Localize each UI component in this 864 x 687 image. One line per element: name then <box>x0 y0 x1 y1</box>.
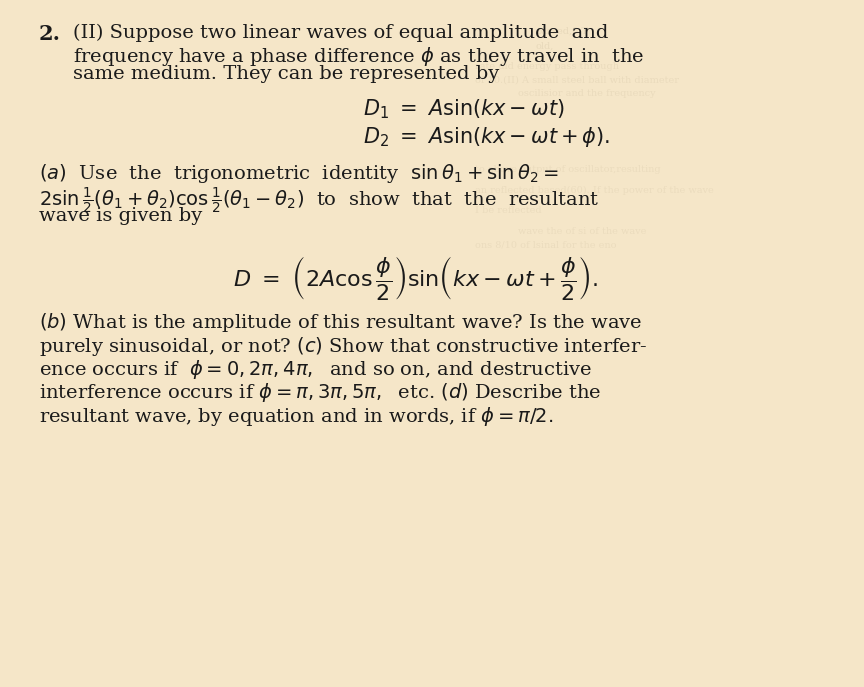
Text: 2.: 2. <box>39 24 60 44</box>
Text: $D_1 \ = \ A\sin(kx - \omega t)$: $D_1 \ = \ A\sin(kx - \omega t)$ <box>363 98 564 121</box>
Text: an reflected based(60). If the power of the wave: an reflected based(60). If the power of … <box>475 185 714 194</box>
Text: passed,0.T: passed,0.T <box>536 27 588 36</box>
Text: $D_2 \ = \ A\sin(kx - \omega t + \phi).$: $D_2 \ = \ A\sin(kx - \omega t + \phi).$ <box>363 125 610 149</box>
Text: ence occurs if  $\phi = 0, 2\pi, 4\pi,$  and so on, and destructive: ence occurs if $\phi = 0, 2\pi, 4\pi,$ a… <box>39 358 592 381</box>
Text: $(a)$  Use  the  trigonometric  identity  $\sin\theta_1 + \sin\theta_2 =$: $(a)$ Use the trigonometric identity $\s… <box>39 162 559 185</box>
Text: resultant wave, by equation and in words, if $\phi = \pi/2.$: resultant wave, by equation and in words… <box>39 405 553 427</box>
Text: interference occurs if $\phi = \pi, 3\pi, 5\pi,$  etc. $(d)$ Describe the: interference occurs if $\phi = \pi, 3\pi… <box>39 381 601 404</box>
Text: (II) Suppose two linear waves of equal amplitude  and: (II) Suppose two linear waves of equal a… <box>73 24 609 43</box>
Text: oscilisior and the frequency: oscilisior and the frequency <box>518 89 656 98</box>
Text: same medium. They can be represented by: same medium. They can be represented by <box>73 65 499 83</box>
Text: $(b)$ What is the amplitude of this resultant wave? Is the wave: $(b)$ What is the amplitude of this resu… <box>39 311 642 334</box>
Text: wave the of si of the wave: wave the of si of the wave <box>518 227 647 236</box>
Text: frequency have a phase difference $\phi$ as they travel in  the: frequency have a phase difference $\phi$… <box>73 45 645 67</box>
Text: I be reflected: I be reflected <box>475 206 542 215</box>
Text: $D \ = \ \left(2A\cos\dfrac{\phi}{2}\right)\sin\!\left(kx - \omega t + \dfrac{\p: $D \ = \ \left(2A\cos\dfrac{\phi}{2}\rig… <box>233 254 599 302</box>
Text: wave is given by: wave is given by <box>39 207 202 225</box>
Text: of 10.(II) A small steel ball with diameter: of 10.(II) A small steel ball with diame… <box>475 76 679 85</box>
Text: ons 8/10 of lsinal for the eno: ons 8/10 of lsinal for the eno <box>475 240 617 249</box>
Text: old,: old, <box>536 41 554 50</box>
Text: $2\sin\frac{1}{2}(\theta_1 + \theta_2)\cos\frac{1}{2}(\theta_1 - \theta_2)$  to : $2\sin\frac{1}{2}(\theta_1 + \theta_2)\c… <box>39 185 600 216</box>
Text: rate did energy pass through: rate did energy pass through <box>475 62 619 71</box>
Text: to above output of oscillator,resulting: to above output of oscillator,resulting <box>475 165 661 174</box>
Text: purely sinusoidal, or not? $(c)$ Show that constructive interfer-: purely sinusoidal, or not? $(c)$ Show th… <box>39 335 647 357</box>
